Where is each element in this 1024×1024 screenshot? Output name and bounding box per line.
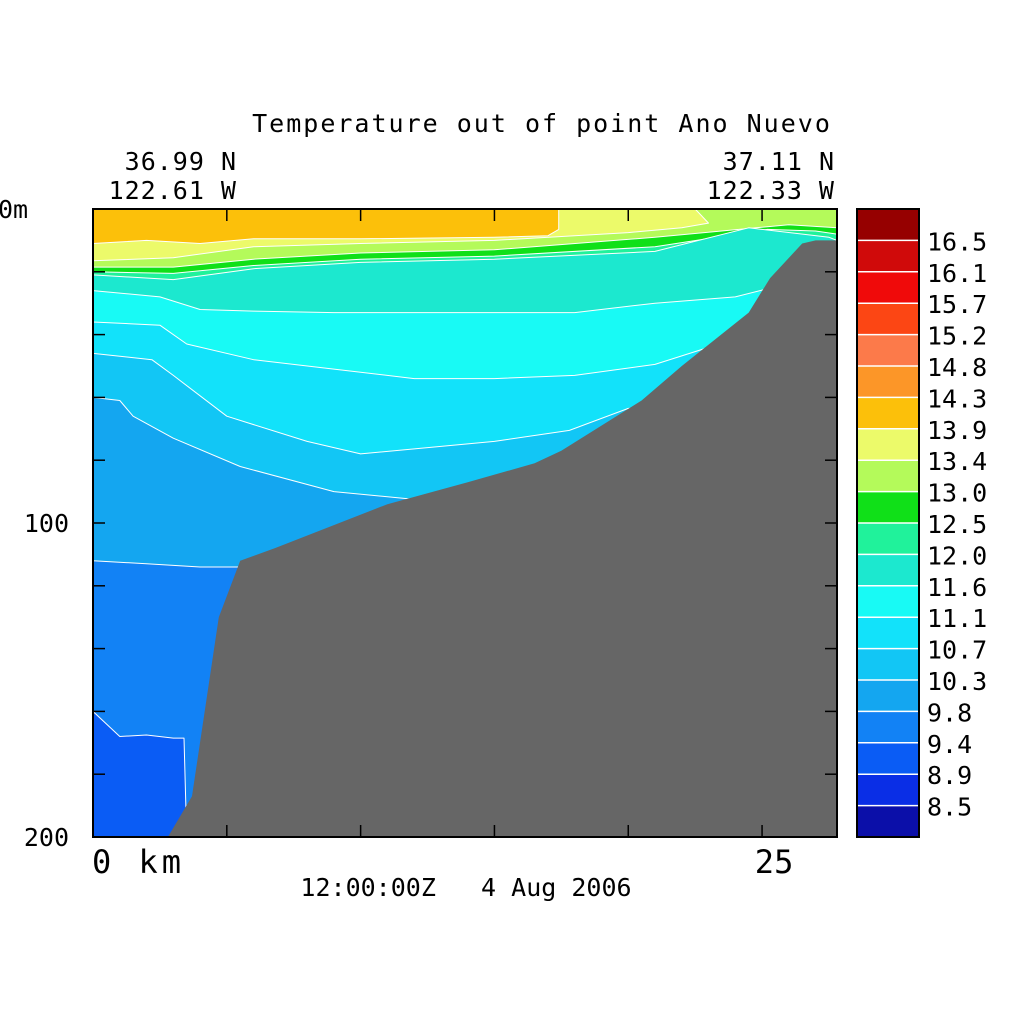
colorbar-swatch — [857, 460, 919, 492]
colorbar-label: 10.7 — [927, 636, 987, 665]
colorbar-swatch — [857, 428, 919, 461]
colorbar-swatch — [857, 805, 919, 837]
colorbar-swatch — [857, 523, 919, 555]
colorbar-label: 11.6 — [927, 573, 987, 602]
colorbar-swatch — [857, 240, 919, 272]
colorbar-label: 15.2 — [927, 322, 987, 351]
colorbar-swatch — [857, 742, 919, 775]
colorbar-swatch — [857, 648, 919, 680]
colorbar-swatch — [857, 585, 919, 618]
colorbar-label: 8.5 — [927, 793, 972, 822]
x-tick-label: 25 — [755, 843, 794, 881]
colorbar-swatch — [857, 680, 919, 712]
chart-title: Temperature out of point Ano Nuevo — [252, 109, 832, 138]
colorbar-label: 13.4 — [927, 447, 987, 476]
plot-area — [93, 209, 837, 837]
colorbar-label: 14.3 — [927, 384, 987, 413]
end-longitude: 122.33 W — [707, 176, 835, 205]
colorbar-swatch — [857, 209, 919, 241]
colorbar-swatch — [857, 491, 919, 523]
colorbar-label: 12.0 — [927, 541, 987, 570]
colorbar-label: 9.4 — [927, 730, 972, 759]
colorbar-label: 12.5 — [927, 510, 987, 539]
colorbar-frame — [856, 208, 920, 838]
colorbar-swatch — [857, 303, 919, 335]
colorbar-label: 11.1 — [927, 604, 987, 633]
colorbar-swatch — [857, 334, 919, 366]
distance-zero-label: 0 km — [92, 843, 185, 881]
y-tick-label: 100 — [24, 509, 69, 538]
y-tick-label: 200 — [24, 823, 69, 852]
colorbar-swatch — [857, 366, 919, 398]
colorbar-swatch — [857, 774, 919, 806]
seafloor-mask — [93, 240, 837, 837]
colorbar-label: 13.9 — [927, 416, 987, 445]
colorbar-label: 16.5 — [927, 227, 987, 256]
colorbar-swatch — [857, 271, 919, 304]
colorbar-swatch — [857, 397, 919, 429]
colorbar-swatch — [857, 617, 919, 649]
colorbar-swatch — [857, 554, 919, 586]
colorbar-swatch — [857, 711, 919, 743]
date-label: 12:00:00Z 4 Aug 2006 — [300, 873, 631, 902]
colorbar-label: 8.9 — [927, 761, 972, 790]
colorbar-label: 16.1 — [927, 259, 987, 288]
colorbar-label: 9.8 — [927, 698, 972, 727]
end-latitude: 37.11 N — [723, 147, 835, 176]
colorbar-label: 10.3 — [927, 667, 987, 696]
axes: 100 200 25 — [24, 208, 838, 881]
depth-zero-label: 0m — [0, 195, 28, 224]
colorbar-label: 15.7 — [927, 290, 987, 319]
start-latitude: 36.99 N — [125, 147, 237, 176]
start-longitude: 122.61 W — [109, 176, 237, 205]
colorbar-label: 14.8 — [927, 353, 987, 382]
colorbar: 8.5 8.99.4 9.810.310.7 11.111.6 12.012.513.0… — [856, 208, 987, 838]
colorbar-label: 13.0 — [927, 479, 987, 508]
